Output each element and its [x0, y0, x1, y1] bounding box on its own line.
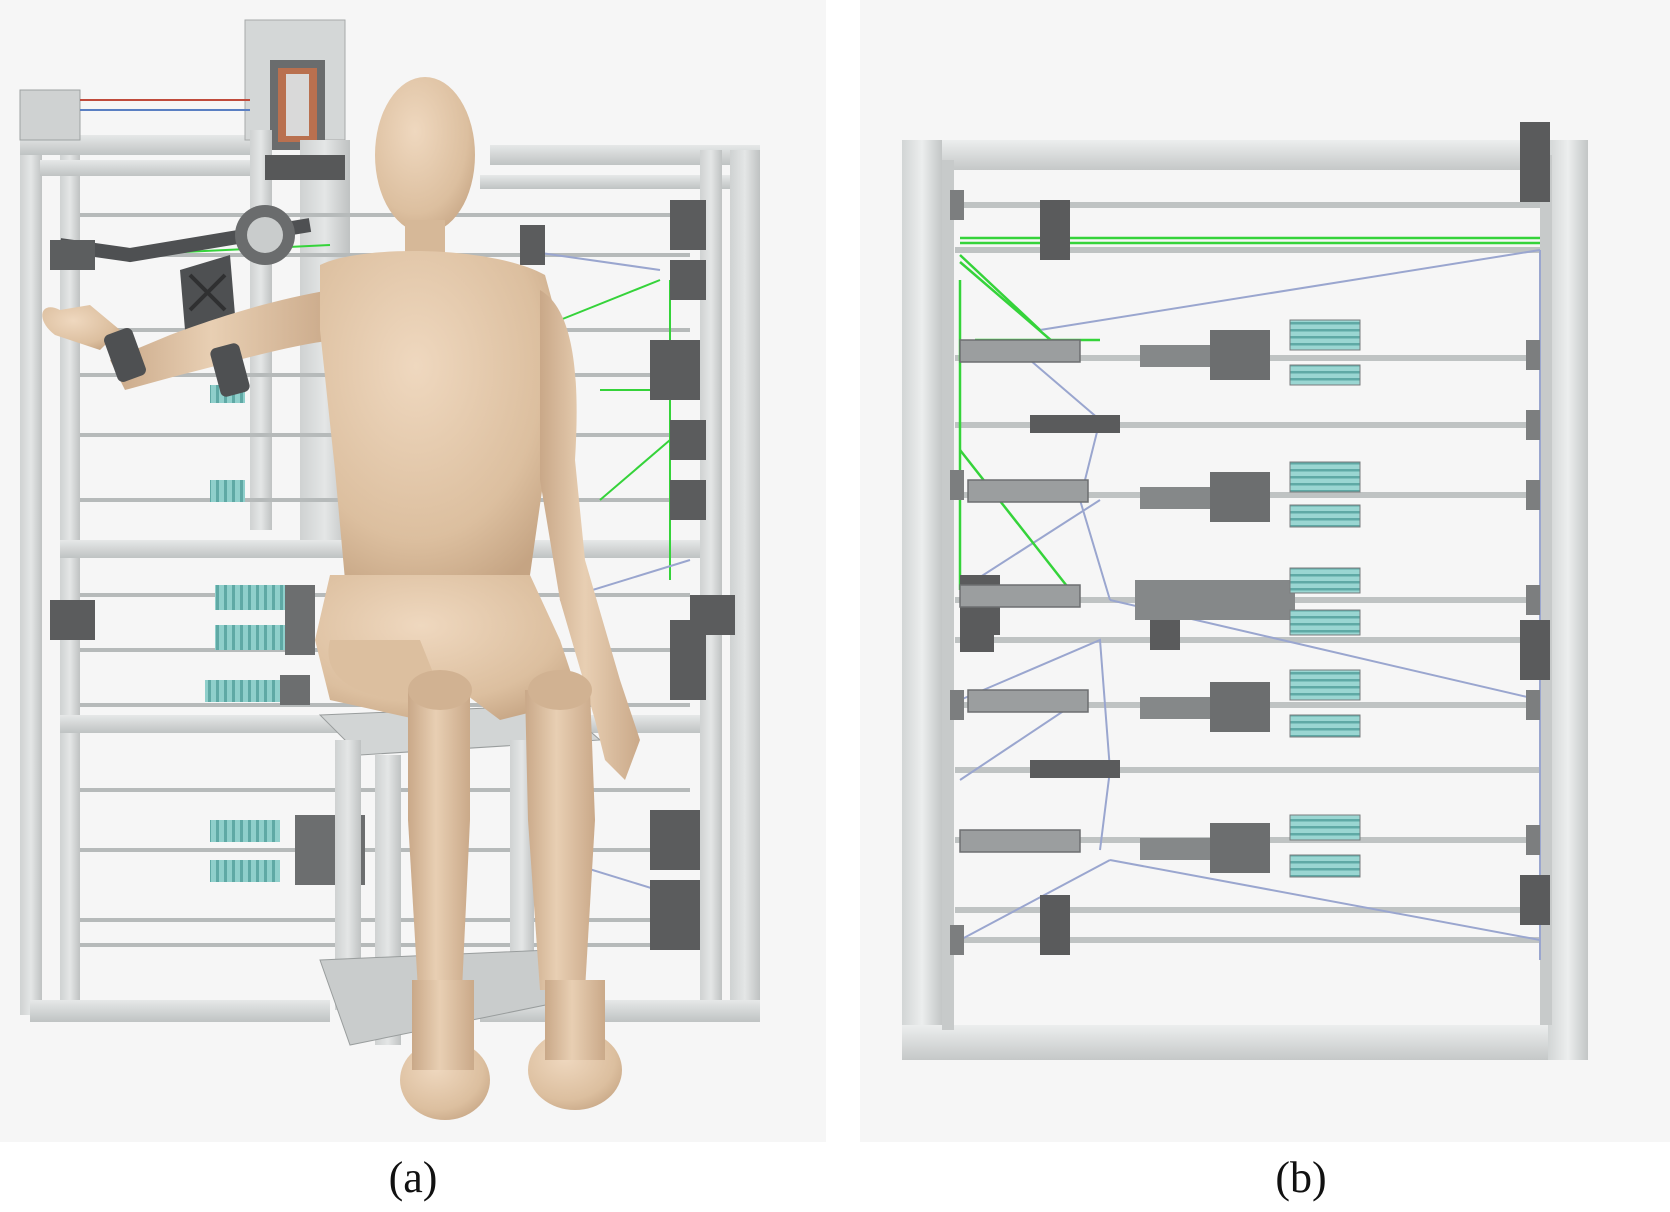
panel-b-render [860, 0, 1670, 1142]
caption-b: (b) [1275, 1153, 1327, 1202]
actuators [1135, 330, 1295, 873]
exoskeleton-with-mannequin-render [19, 19, 760, 1120]
pulley-rails [959, 339, 1089, 853]
exoskeleton-back-view-render [902, 122, 1588, 1060]
chair [318, 704, 602, 1046]
panel-a-render [0, 0, 826, 1142]
green-cables [958, 236, 1540, 592]
exoskeleton-arm [50, 205, 312, 330]
mannequin [42, 77, 640, 1120]
end-mounts [950, 190, 1540, 955]
outer-frame [902, 140, 1588, 1060]
spring-stacks [1289, 319, 1361, 878]
pulley-blocks [50, 200, 735, 950]
caption-a: (a) [388, 1153, 438, 1202]
